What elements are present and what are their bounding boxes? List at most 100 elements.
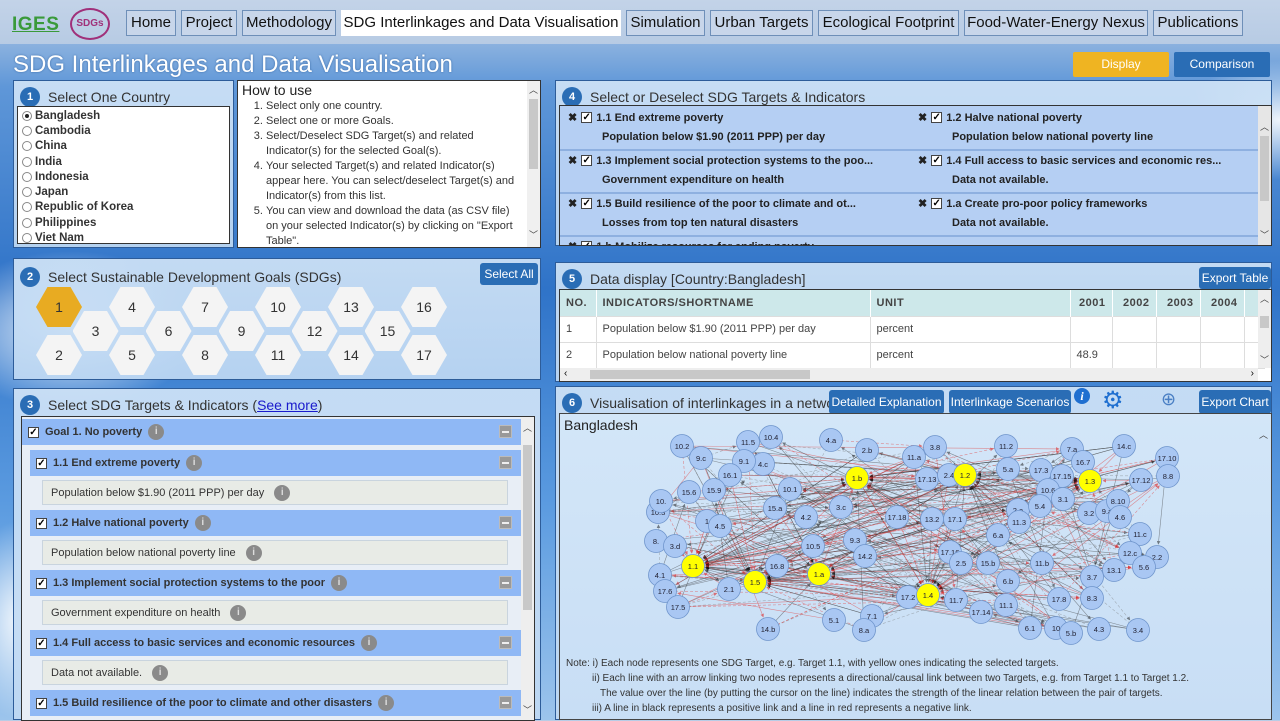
remove-icon[interactable]: ✖ — [568, 198, 578, 210]
select-all-button[interactable]: Select All — [480, 263, 538, 285]
network-node[interactable]: 10.4 — [759, 425, 783, 449]
column-header[interactable]: UNIT — [870, 290, 1071, 316]
network-node[interactable]: 15.b — [976, 551, 1000, 575]
collapse-icon[interactable] — [499, 516, 512, 529]
checkbox[interactable]: ✓ — [36, 637, 47, 649]
node-circle[interactable] — [1030, 551, 1054, 575]
selected-node-circle[interactable] — [681, 554, 705, 578]
column-header[interactable]: INDICATORS/SHORTNAME — [596, 290, 871, 316]
goal-hex-3[interactable]: 3 — [72, 311, 119, 351]
radio-button[interactable] — [22, 233, 32, 244]
network-node[interactable]: 14.c — [1112, 434, 1136, 458]
network-link[interactable] — [700, 457, 751, 571]
network-link[interactable] — [812, 545, 917, 591]
goal-hex-15[interactable]: 15 — [364, 311, 411, 351]
see-more-link[interactable]: See more — [257, 397, 318, 413]
info-icon[interactable]: i — [378, 695, 395, 711]
goal-hex-2[interactable]: 2 — [36, 335, 82, 375]
network-node[interactable]: 3.7 — [1080, 565, 1104, 589]
network-node[interactable]: 3.1 — [1051, 487, 1075, 511]
export-table-button[interactable]: Export Table — [1199, 267, 1271, 289]
node-circle[interactable] — [718, 463, 742, 487]
country-radio[interactable]: Philippines — [18, 215, 229, 230]
nav-tab[interactable]: Urban Targets — [710, 10, 813, 36]
network-link[interactable] — [674, 517, 885, 547]
network-node[interactable]: 10.2 — [670, 434, 694, 458]
node-circle[interactable] — [1018, 616, 1042, 640]
network-link[interactable] — [767, 486, 1079, 630]
network-link[interactable] — [867, 484, 1060, 600]
nav-tab[interactable]: Simulation — [626, 10, 705, 36]
network-link[interactable] — [873, 448, 1073, 622]
node-circle[interactable] — [1126, 618, 1150, 642]
network-node[interactable]: 1.b — [845, 466, 869, 490]
node-circle[interactable] — [778, 477, 802, 501]
network-link[interactable] — [717, 527, 873, 617]
network-node[interactable]: 4.3 — [1087, 617, 1111, 641]
network-link[interactable] — [705, 475, 1063, 564]
indicator-row[interactable]: Population below $1.90 (2011 PPP) per da… — [42, 480, 508, 505]
network-node[interactable]: 17.14 — [969, 600, 993, 624]
network-node[interactable]: 4.a — [819, 428, 843, 452]
interlinkage-scenarios-button[interactable]: Interlinkage Scenarios — [949, 390, 1071, 414]
info-icon[interactable]: i — [361, 635, 378, 651]
node-circle[interactable] — [949, 551, 973, 575]
network-node[interactable]: 1.4 — [916, 583, 940, 607]
radio-button[interactable] — [22, 171, 32, 182]
network-link[interactable] — [779, 446, 909, 598]
column-header[interactable]: 2004 — [1200, 290, 1245, 316]
network-node[interactable]: 4.5 — [708, 514, 732, 538]
node-circle[interactable] — [649, 489, 673, 513]
network-link[interactable] — [704, 445, 1125, 564]
network-node[interactable]: 1.3 — [1078, 469, 1102, 493]
network-node[interactable]: 3.d — [663, 534, 687, 558]
network-link[interactable] — [728, 574, 807, 590]
network-link[interactable] — [869, 448, 1073, 478]
info-icon[interactable]: i — [230, 604, 247, 621]
node-circle[interactable] — [1102, 558, 1126, 582]
network-node[interactable]: 15.6 — [677, 480, 701, 504]
network-link[interactable] — [672, 574, 1093, 599]
selected-node-circle[interactable] — [916, 583, 940, 607]
selected-node-circle[interactable] — [953, 463, 977, 487]
target-row[interactable]: ✓ 1.2 Halve national poverty i — [30, 510, 522, 536]
nav-tab[interactable]: Ecological Footprint — [818, 10, 959, 36]
network-node[interactable]: 11.7 — [944, 588, 968, 612]
node-circle[interactable] — [852, 618, 876, 642]
selected-node-circle[interactable] — [807, 562, 831, 586]
network-link[interactable] — [660, 500, 746, 574]
node-circle[interactable] — [689, 446, 713, 470]
network-node[interactable]: 11.b — [1030, 551, 1054, 575]
table-vscrollbar[interactable]: ︿ ﹀ — [1258, 290, 1271, 368]
network-link[interactable] — [677, 593, 916, 608]
network-link[interactable] — [657, 475, 1050, 513]
network-node[interactable]: 6.1 — [1018, 616, 1042, 640]
country-radio[interactable]: Bangladesh — [18, 108, 229, 123]
node-circle[interactable] — [1087, 617, 1111, 641]
node-circle[interactable] — [855, 438, 879, 462]
network-node[interactable]: 11.c — [1128, 522, 1152, 546]
country-radio[interactable]: Cambodia — [18, 123, 229, 138]
node-circle[interactable] — [986, 523, 1010, 547]
collapse-icon[interactable] — [499, 636, 512, 649]
network-node[interactable]: 13.2 — [920, 507, 944, 531]
node-circle[interactable] — [1156, 464, 1180, 488]
indicator-row[interactable]: Government expenditure on health i — [42, 600, 508, 625]
network-node[interactable]: 16.1 — [718, 463, 742, 487]
goal-row[interactable]: ✓ Goal 1. No poverty i — [22, 419, 522, 445]
node-circle[interactable] — [994, 593, 1018, 617]
network-link[interactable] — [818, 481, 955, 575]
network-link[interactable] — [657, 475, 953, 513]
network-link[interactable] — [766, 584, 873, 617]
network-node[interactable]: 3.8 — [923, 435, 947, 459]
network-node[interactable]: 6.b — [996, 569, 1020, 593]
node-circle[interactable] — [756, 617, 780, 641]
network-link[interactable] — [681, 445, 694, 554]
selected-node-circle[interactable] — [1078, 469, 1102, 493]
network-link[interactable] — [831, 575, 1057, 629]
network-link[interactable] — [1005, 491, 1084, 606]
network-node[interactable]: 14.b — [756, 617, 780, 641]
info-icon[interactable]: i — [194, 515, 211, 531]
network-node[interactable]: 17.3 — [1029, 458, 1053, 482]
network-node[interactable]: 1.5 — [743, 570, 767, 594]
